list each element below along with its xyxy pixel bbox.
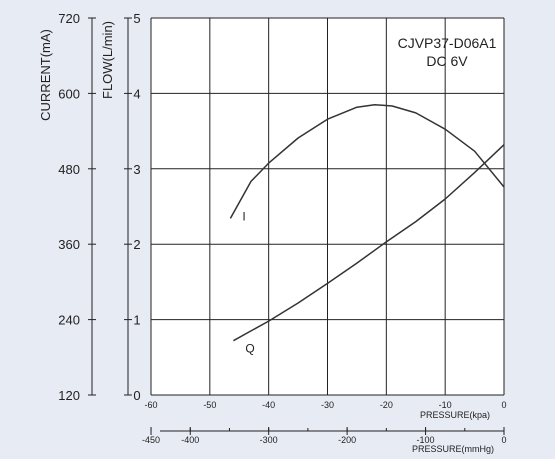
chart-title: CJVP37-D06A1 (398, 35, 497, 51)
ticks: 0 1 2 3 4 5 120 240 360 480 600 720 -60 -50 -40 -30 -20 -… (58, 11, 506, 445)
x-tick-label-kpa: -10 (439, 400, 452, 410)
x-tick-label-mmhg: -300 (260, 435, 278, 445)
x-axis-label-mmhg: PRESSURE(mmHg) (412, 444, 494, 454)
x-tick-label-kpa: -30 (321, 400, 334, 410)
axes (91, 18, 504, 432)
series-label-i: I (242, 209, 245, 223)
x-tick-label-kpa: -50 (203, 400, 216, 410)
series-label-q: Q (245, 342, 254, 356)
x-tick-label-kpa: 0 (501, 400, 506, 410)
x-tick-label-kpa: -60 (144, 400, 157, 410)
current-tick-label: 240 (58, 313, 80, 328)
current-tick-label: 120 (58, 388, 80, 403)
x-tick-label-kpa: -40 (262, 400, 275, 410)
x-axis-label-kpa: PRESSURE(kpa) (420, 410, 490, 420)
flow-tick-label: 3 (133, 162, 140, 177)
flow-tick-label: 5 (133, 11, 140, 26)
flow-tick-label: 4 (133, 86, 140, 101)
current-tick-label: 480 (58, 162, 80, 177)
flow-tick-label: 0 (133, 388, 140, 403)
flow-tick-label: 2 (133, 237, 140, 252)
current-tick-label: 720 (58, 11, 80, 26)
current-tick-label: 600 (58, 86, 80, 101)
x-tick-label-mmhg: -200 (338, 435, 356, 445)
series-line-q (233, 144, 505, 342)
series: IQ (229, 103, 505, 356)
x-tick-label-kpa: -20 (380, 400, 393, 410)
y-axis-label-current: CURRENT(mA) (38, 29, 53, 121)
x-tick-label-mmhg: -100 (417, 435, 435, 445)
x-tick-label-mmhg: 0 (501, 435, 506, 445)
x-tick-label-mmhg: -400 (181, 435, 199, 445)
y-axis-label-flow: FLOW(L/min) (100, 21, 115, 99)
x-tick-label-mmhg: -450 (142, 435, 160, 445)
current-tick-label: 360 (58, 237, 80, 252)
flow-tick-label: 1 (133, 313, 140, 328)
series-line-i (229, 103, 505, 219)
chart-subtitle: DC 6V (426, 53, 468, 69)
